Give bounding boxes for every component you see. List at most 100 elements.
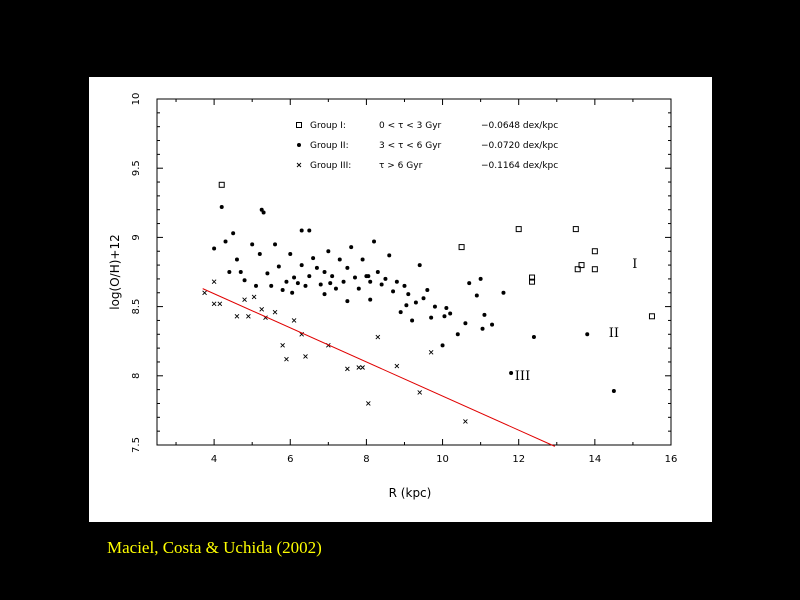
- group-ii-point: [482, 312, 487, 317]
- group-ii-point: [250, 242, 255, 247]
- credit-caption: Maciel, Costa & Uchida (2002): [107, 538, 322, 557]
- group-ii-point: [326, 249, 331, 254]
- group-ii-point: [345, 299, 350, 304]
- scatter-plot: 7.5 8 8.5 9 9.5 10 4 6 8 10 12 14 16 R (kpc) log(O/…: [108, 93, 678, 500]
- group-ii-point: [417, 263, 422, 268]
- group-iii-point: [417, 390, 423, 395]
- group-i-point: [296, 122, 302, 128]
- group-ii-point: [585, 332, 590, 337]
- group-label: II: [609, 326, 619, 341]
- x-tick-label: 14: [588, 454, 601, 465]
- y-tick-label: 8: [131, 373, 142, 379]
- group-ii-point: [432, 304, 437, 309]
- x-tick-label: 4: [211, 454, 217, 465]
- group-ii-point: [234, 257, 239, 262]
- group-ii-point: [273, 242, 278, 247]
- group-i-point: [648, 313, 655, 320]
- group-ii-point: [413, 300, 418, 305]
- group-iii-point: [217, 301, 223, 307]
- group-ii-point: [299, 228, 304, 233]
- group-ii-point: [238, 270, 243, 274]
- group-iii-point: [211, 301, 217, 307]
- group-ii-point: [322, 292, 327, 297]
- legend-age: 3 < τ < 6 Gyr: [379, 141, 442, 151]
- x-tick-label: 12: [512, 454, 525, 465]
- group-ii-point: [501, 290, 506, 295]
- group-ii-point: [290, 290, 295, 295]
- group-ii-point: [269, 283, 274, 288]
- legend-group: Group II:: [310, 141, 349, 151]
- group-i-point: [529, 274, 536, 281]
- group-iii-point: [345, 366, 350, 372]
- y-tick-label: 10: [131, 93, 142, 106]
- group-iii-point: [463, 419, 468, 424]
- group-i-point: [515, 226, 522, 233]
- x-tick-label: 6: [287, 454, 293, 465]
- y-tick-label: 8.5: [131, 299, 142, 315]
- group-ii-point: [341, 279, 346, 284]
- group-iii-point: [291, 318, 297, 323]
- group-ii-point: [383, 276, 388, 281]
- group-ii-point: [276, 264, 281, 269]
- group-ii-point: [444, 305, 449, 310]
- legend-group: Group III:: [310, 161, 351, 171]
- group-ii-point: [379, 282, 384, 287]
- group-ii-point: [328, 281, 333, 286]
- group-ii-point: [352, 275, 357, 280]
- plot-frame: [156, 98, 672, 446]
- group-iii-point: [360, 365, 365, 370]
- group-ii-point: [337, 257, 342, 262]
- group-ii-point: [440, 343, 445, 348]
- legend-group: Group I:: [310, 121, 346, 131]
- group-ii-point: [333, 286, 338, 291]
- group-i-point: [218, 181, 225, 188]
- group-ii-point: [227, 270, 232, 274]
- group-ii-point: [307, 274, 312, 279]
- group-ii-point: [356, 286, 361, 291]
- group-iii-point: [303, 354, 308, 359]
- group-ii-point: [242, 278, 247, 283]
- group-ii-point: [402, 283, 407, 288]
- group-ii-point: [410, 318, 415, 323]
- group-ii-point: [404, 303, 409, 308]
- group-ii-point: [297, 143, 301, 147]
- group-ii-point: [375, 270, 380, 274]
- legend-age: τ > 6 Gyr: [379, 161, 423, 171]
- group-i-point: [591, 248, 598, 255]
- group-iii-point: [251, 294, 257, 300]
- group-iii-point: [211, 279, 217, 285]
- group-i-point: [591, 266, 598, 273]
- group-ii-point: [265, 271, 270, 276]
- group-ii-point: [425, 287, 430, 292]
- group-ii-point: [463, 321, 468, 326]
- group-ii-point: [490, 322, 495, 327]
- group-iii-point: [296, 162, 302, 168]
- group-ii-point: [391, 289, 396, 294]
- group-ii-point: [330, 274, 335, 279]
- plot-panel: 7.5 8 8.5 9 9.5 10 4 6 8 10 12 14 16 R (kpc) log(O/…: [89, 77, 712, 522]
- legend-gradient: −0.0720 dex/kpc: [481, 141, 558, 151]
- group-ii-point: [509, 371, 514, 376]
- group-label: III: [515, 369, 530, 384]
- group-iii-point: [375, 334, 381, 340]
- x-axis-label: R (kpc): [389, 486, 432, 500]
- group-iii-point: [234, 313, 240, 319]
- legend: Group I: 0 < τ < 3 Gyr −0.0648 dex/kpc Grou…: [296, 121, 558, 171]
- group-ii-point: [394, 279, 399, 284]
- group-ii-point: [611, 389, 616, 394]
- group-ii-point: [480, 326, 485, 331]
- group-ii-point: [398, 310, 403, 315]
- fit-line: [202, 288, 556, 447]
- group-i-point: [578, 262, 585, 269]
- y-axis-label: log(O/H)+12: [108, 234, 122, 310]
- group-iii-point: [284, 356, 289, 362]
- group-ii-point: [318, 282, 323, 287]
- y-tick-label: 9: [131, 234, 142, 240]
- group-ii-point: [387, 253, 392, 258]
- x-tick-label: 10: [436, 454, 449, 465]
- x-tick-label: 16: [665, 454, 678, 465]
- group-ii-point: [474, 293, 479, 298]
- group-iii-point: [394, 363, 400, 369]
- group-i-point: [458, 244, 465, 251]
- y-tick-label: 9.5: [131, 160, 142, 176]
